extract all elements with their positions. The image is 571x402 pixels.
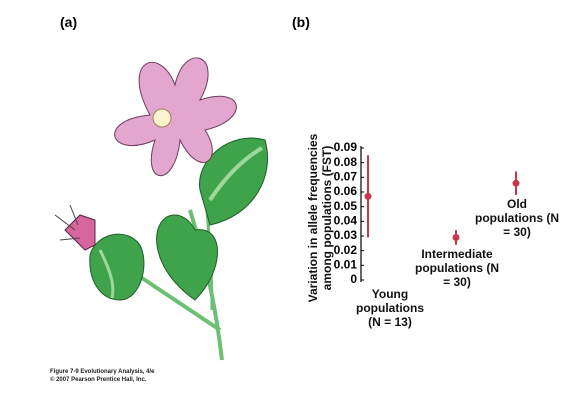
panel-label: (b)	[292, 14, 310, 30]
data-point	[512, 179, 520, 187]
category-label: Young populations (N = 13)	[356, 287, 424, 329]
category-label: Intermediate populations (N = 30)	[415, 247, 499, 289]
data-point	[452, 233, 460, 241]
y-tick-label: 0.03	[334, 228, 358, 242]
y-tick-label: 0.06	[334, 184, 358, 198]
y-tick-label: 0.09	[334, 140, 358, 154]
y-tick-label: 0.05	[334, 199, 358, 213]
y-tick-label: 0.02	[334, 243, 358, 257]
panel-label: (a)	[60, 14, 78, 30]
category-label: Old populations (N = 30)	[475, 197, 559, 239]
caption: Figure 7-9 Evolutionary Analysis, 4/e	[50, 369, 155, 375]
y-tick-label: 0	[350, 272, 357, 286]
y-tick-label: 0.08	[334, 155, 358, 169]
data-point	[364, 192, 372, 200]
y-tick-label: 0.07	[334, 170, 358, 184]
y-tick-label: 0.01	[334, 258, 358, 272]
flower-illustration	[54, 57, 269, 361]
y-axis-label: Variation in allele frequencies among po…	[306, 133, 334, 303]
caption: © 2007 Pearson Prentice Hall, Inc.	[50, 377, 147, 383]
y-tick-label: 0.04	[334, 214, 358, 228]
